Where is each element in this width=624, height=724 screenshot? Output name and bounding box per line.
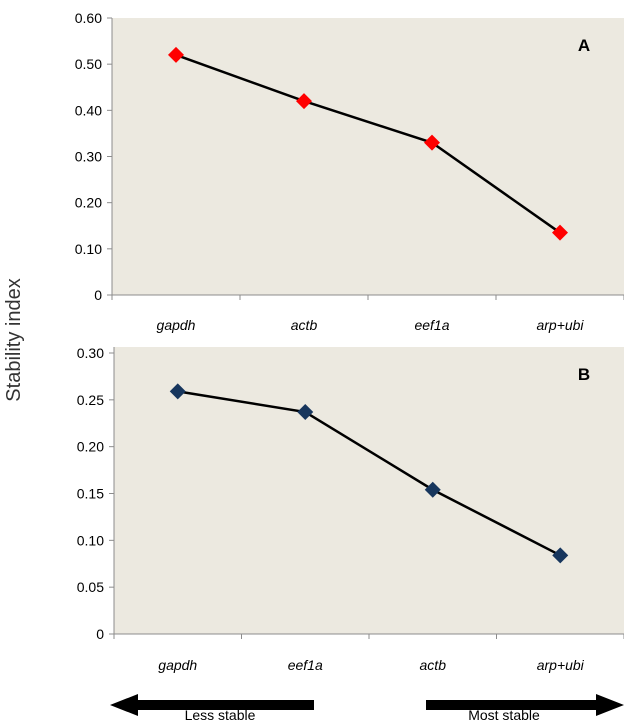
x-tick-label: gapdh (157, 317, 196, 333)
y-tick-label: 0.20 (75, 195, 102, 211)
data-point-marker (424, 134, 440, 151)
y-axis-label: Stability index (3, 278, 25, 401)
data-point-marker (424, 481, 441, 498)
data-point-marker (552, 224, 568, 241)
series-line (175, 53, 561, 234)
panel-label: B (578, 365, 590, 384)
x-tick-label: eef1a (414, 317, 449, 333)
y-tick-label: 0 (96, 626, 104, 642)
most-stable-label: Most stable (468, 707, 540, 723)
y-tick-label: 0.20 (77, 439, 104, 455)
y-tick-label: 0.10 (77, 532, 104, 548)
x-tick-label: arp+ubi (536, 317, 584, 333)
plot-area (114, 347, 624, 634)
y-tick-label: 0.25 (77, 392, 104, 408)
y-tick-label: 0.30 (75, 149, 102, 165)
data-point-marker (297, 404, 314, 421)
y-tick-label: 0.15 (77, 486, 104, 502)
less-stable-label: Less stable (185, 707, 256, 723)
panel-b-chart: 0 0.05 0.10 0.15 0.20 0.25 0.30 gapdh eef1a actb a… (77, 345, 624, 673)
y-tick-label: 0.50 (75, 56, 102, 72)
x-tick-label: gapdh (158, 657, 197, 673)
plot-area (112, 18, 624, 295)
data-point-marker (169, 383, 186, 400)
data-point-marker (552, 547, 569, 564)
y-tick-label: 0 (94, 287, 102, 303)
panel-a-chart: 0 0.10 0.20 0.30 0.40 0.50 0.60 gapdh actb eef1a a… (75, 10, 624, 333)
series-line (177, 390, 561, 557)
y-tick-label: 0.40 (75, 102, 102, 118)
x-tick-label: actb (420, 657, 447, 673)
y-tick-label: 0.60 (75, 10, 102, 26)
less-stable-arrow (110, 694, 314, 716)
y-tick-label: 0.05 (77, 579, 104, 595)
most-stable-arrow (426, 694, 624, 716)
x-tick-label: arp+ubi (537, 657, 585, 673)
x-tick-label: eef1a (288, 657, 323, 673)
data-point-marker (168, 46, 184, 63)
data-point-marker (296, 93, 312, 110)
panel-label: A (578, 36, 590, 55)
x-tick-label: actb (291, 317, 318, 333)
y-tick-label: 0.10 (75, 241, 102, 257)
y-tick-label: 0.30 (77, 345, 104, 361)
